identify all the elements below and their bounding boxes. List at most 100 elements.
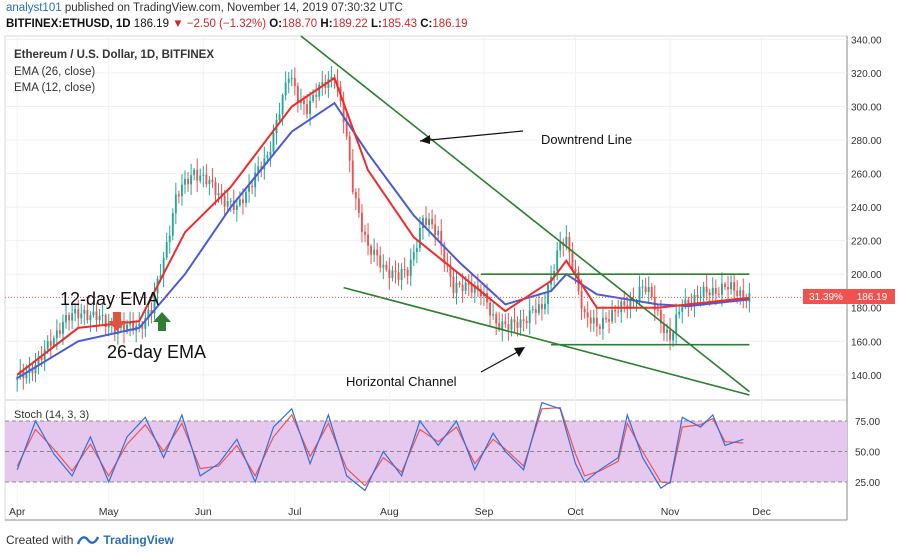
candle-body [299, 100, 302, 104]
candle-body [641, 286, 644, 288]
candle-body [452, 276, 455, 294]
candle-body [513, 319, 516, 323]
stoch-label: Stoch (14, 3, 3) [14, 409, 89, 421]
candle-body [272, 132, 275, 152]
price-tick-label: 160.00 [851, 337, 882, 348]
candle-body [675, 314, 678, 333]
candle-body [534, 309, 537, 313]
candle-body [388, 269, 391, 279]
price-tag-bg [849, 289, 895, 304]
price-change: ▼ −2.50 (−1.32%) [172, 18, 267, 30]
candle-body [190, 175, 193, 185]
candle-body [492, 314, 495, 316]
candle-body [656, 309, 659, 311]
candle-body [34, 364, 37, 374]
price-tick-label: 200.00 [851, 270, 882, 281]
downtrend-upper-line [300, 35, 750, 393]
arrow-up-icon [153, 312, 171, 331]
candle-body [345, 122, 348, 137]
candle-body [519, 319, 522, 328]
candle-body [437, 230, 440, 236]
candle-body [666, 329, 668, 333]
candle-body [52, 338, 55, 347]
time-tick-label: Aug [380, 506, 399, 518]
candle-body [208, 179, 211, 185]
candle-body [174, 194, 177, 214]
candle-body [507, 324, 510, 330]
symbol-label: BITFINEX:ETHUSD, 1D [6, 18, 131, 30]
candle-body [321, 82, 324, 85]
stoch-k-line [16, 401, 744, 492]
candle-body [303, 100, 305, 105]
author-link[interactable]: analyst101 [6, 2, 62, 14]
candle-body [702, 286, 705, 297]
candle-body [638, 286, 641, 301]
footer-brand[interactable]: TradingView [103, 533, 174, 547]
candle-body [531, 309, 534, 311]
candle-body [522, 319, 525, 322]
candle-body [592, 317, 595, 324]
candle-body [327, 78, 330, 89]
candle-body [717, 293, 720, 295]
time-tick-label: May [99, 506, 120, 518]
candle-body [434, 224, 437, 236]
candle-body [394, 270, 397, 273]
candle-body [620, 301, 623, 313]
candle-body [376, 249, 379, 256]
candle-body [214, 182, 217, 196]
candle-body [220, 193, 223, 196]
time-axis-ticks: Apr May Jun Jul Aug Sep Oct Nov Dec [9, 506, 771, 518]
candle-body [644, 286, 647, 293]
candle-body [403, 269, 406, 271]
channel-arrow [480, 348, 524, 373]
candle-body [364, 231, 366, 235]
candle-body [150, 310, 153, 314]
tradingview-logo-icon [77, 536, 100, 545]
price-tick-label: 280.00 [851, 136, 882, 147]
candle-body [370, 245, 373, 255]
candle-body [397, 272, 400, 280]
price-tag: 186.19 [849, 289, 895, 304]
price-tick-label: 140.00 [851, 371, 882, 382]
candle-body [455, 282, 458, 294]
footer-created-text: Created with [6, 533, 74, 547]
candle-body [196, 169, 199, 181]
ema12-legend: EMA (12, close) [14, 82, 95, 94]
candle-body [571, 252, 574, 270]
candle-body [406, 269, 409, 276]
candle-body [528, 310, 531, 324]
candle-body [440, 230, 443, 246]
candle-body [86, 309, 89, 321]
candle-body [229, 200, 232, 202]
candle-body [544, 303, 546, 310]
candle-body [217, 193, 220, 196]
candle-body [559, 242, 562, 251]
price-tick-label: 240.00 [851, 203, 882, 214]
candle-body [68, 314, 71, 321]
candle-body [211, 179, 214, 183]
candle-body [617, 311, 620, 313]
candle-body [720, 283, 723, 295]
candle-body [116, 327, 119, 335]
candle-body [101, 315, 104, 317]
percent-tag: 31.39% [803, 289, 849, 304]
candle-body [98, 315, 101, 321]
price-tick-label: 260.00 [851, 170, 882, 181]
candle-body [107, 325, 110, 328]
candle-body [382, 264, 385, 268]
candle-body [55, 330, 58, 339]
close-value: 186.19 [432, 18, 468, 30]
candle-body [287, 78, 290, 83]
candle-body [501, 321, 504, 330]
candle-body [153, 293, 156, 314]
candle-body [40, 355, 43, 361]
candle-body [614, 309, 617, 312]
candle-body [257, 166, 260, 173]
candle-body [708, 292, 711, 296]
candle-body [699, 296, 702, 298]
candle-body [443, 245, 446, 264]
candle-body [574, 269, 577, 273]
candle-body [489, 302, 492, 316]
candle-body [461, 284, 464, 292]
